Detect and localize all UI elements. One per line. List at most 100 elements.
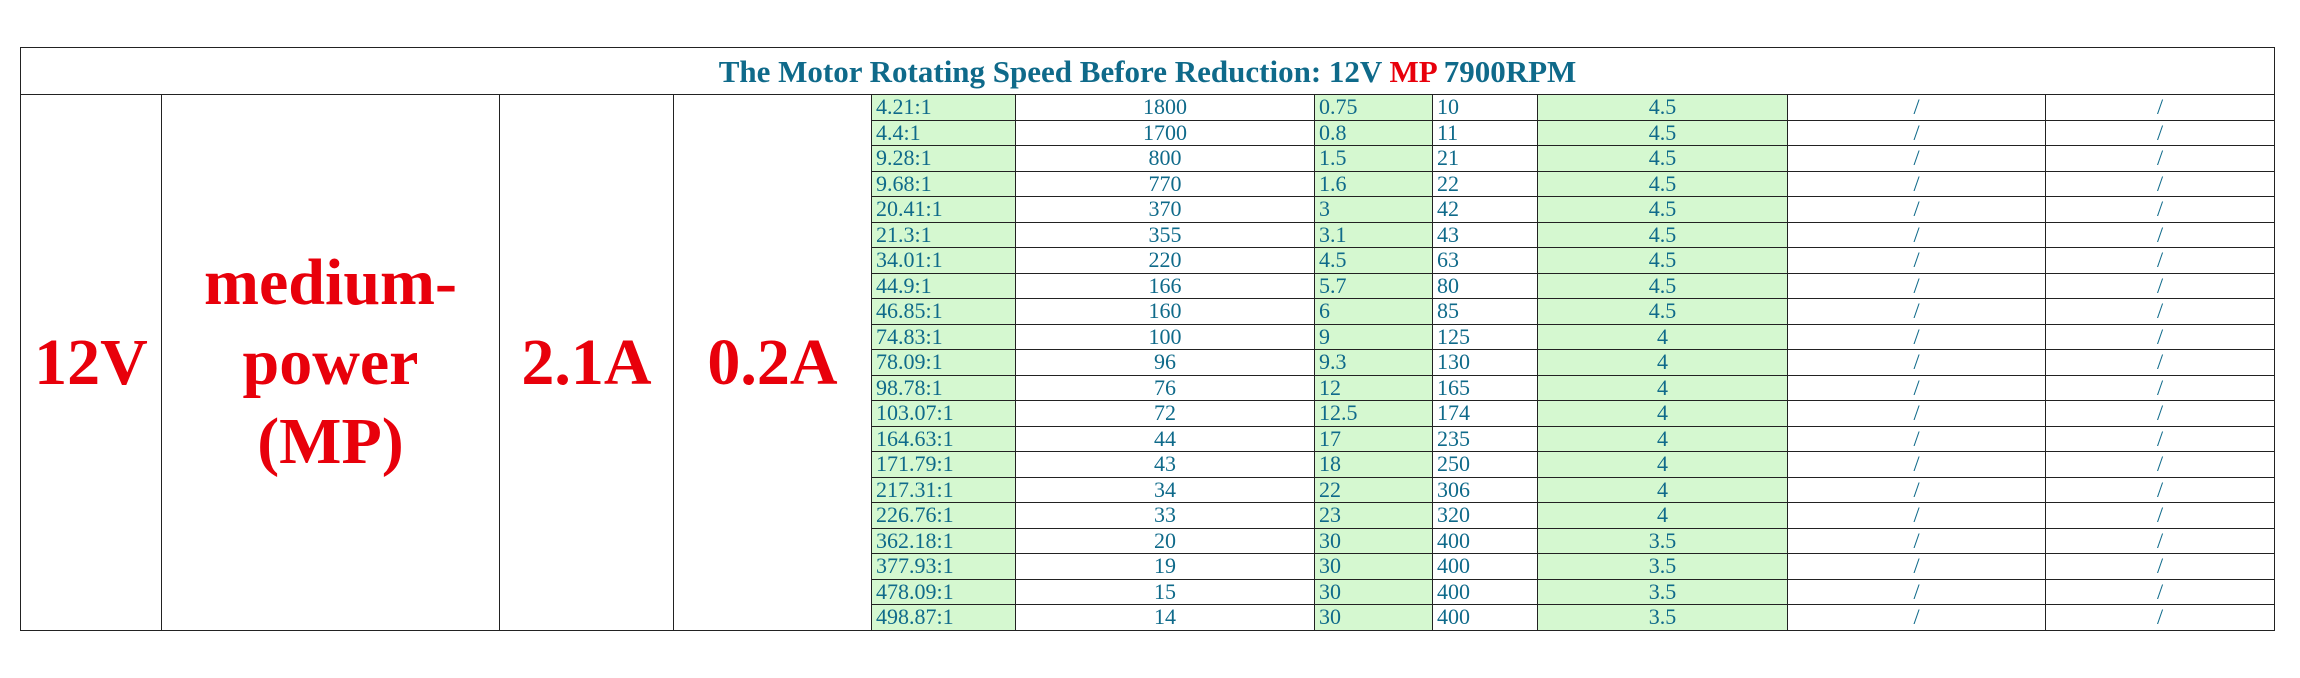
cell: 20.41:1 bbox=[871, 196, 1016, 223]
cell: 4.4:1 bbox=[871, 119, 1016, 146]
cell: / bbox=[1787, 527, 2046, 554]
cell: 0.75 bbox=[1314, 94, 1433, 121]
cell: 4.5 bbox=[1314, 247, 1433, 274]
cell: 4 bbox=[1537, 502, 1788, 529]
cell: 3.5 bbox=[1537, 578, 1788, 605]
cell: / bbox=[1787, 94, 2046, 121]
cell: / bbox=[2044, 527, 2276, 554]
cell: 217.31:1 bbox=[871, 476, 1016, 503]
cell: 4.5 bbox=[1537, 119, 1788, 146]
cell: 3 bbox=[1314, 196, 1433, 223]
cell: 44.9:1 bbox=[871, 272, 1016, 299]
data-row: 74.83:1 100 9 125 4// bbox=[21, 323, 2276, 350]
cell: / bbox=[2044, 323, 2276, 350]
cell: 10 bbox=[1432, 94, 1538, 121]
cell: 12 bbox=[1314, 374, 1433, 401]
cell: 43 bbox=[1015, 451, 1315, 478]
cell: 34 bbox=[1015, 476, 1315, 503]
cell: 166 bbox=[1015, 272, 1315, 299]
cell: / bbox=[1787, 476, 2046, 503]
cell: / bbox=[2044, 119, 2276, 146]
cell: 478.09:1 bbox=[871, 578, 1016, 605]
cell: / bbox=[1787, 145, 2046, 172]
cell: / bbox=[1787, 323, 2046, 350]
cell: 98.78:1 bbox=[871, 374, 1016, 401]
cell: / bbox=[2044, 349, 2276, 376]
data-row: 498.87:1 14 30 400 3.5// bbox=[21, 604, 2276, 631]
cell: 43 bbox=[1432, 221, 1538, 248]
data-row: 9.28:1 800 1.5 21 4.5// bbox=[21, 145, 2276, 172]
data-row: 226.76:1 33 23 320 4// bbox=[21, 502, 2276, 529]
cell: 96 bbox=[1015, 349, 1315, 376]
cell: 4.5 bbox=[1537, 145, 1788, 172]
cell: 11 bbox=[1432, 119, 1538, 146]
cell: 400 bbox=[1432, 604, 1538, 631]
cell: 72 bbox=[1015, 400, 1315, 427]
spec-table: The Motor Rotating Speed Before Reductio… bbox=[19, 47, 2276, 631]
cell: 9 bbox=[1314, 323, 1433, 350]
cell: 34.01:1 bbox=[871, 247, 1016, 274]
cell: 63 bbox=[1432, 247, 1538, 274]
cell: 76 bbox=[1015, 374, 1315, 401]
cell: 18 bbox=[1314, 451, 1433, 478]
cell: 0.8 bbox=[1314, 119, 1433, 146]
cell: 30 bbox=[1314, 553, 1433, 580]
cell: / bbox=[1787, 553, 2046, 580]
cell: 74.83:1 bbox=[871, 323, 1016, 350]
cell: 164.63:1 bbox=[871, 425, 1016, 452]
cell: 1.6 bbox=[1314, 170, 1433, 197]
cell: 4 bbox=[1537, 425, 1788, 452]
cell: / bbox=[1787, 451, 2046, 478]
cell: 33 bbox=[1015, 502, 1315, 529]
data-row: 103.07:1 72 12.5 174 4// bbox=[21, 400, 2276, 427]
cell: 220 bbox=[1015, 247, 1315, 274]
cell: 21.3:1 bbox=[871, 221, 1016, 248]
cell: 9.68:1 bbox=[871, 170, 1016, 197]
data-row: 46.85:1 160 6 85 4.5// bbox=[21, 298, 2276, 325]
data-row: 377.93:1 19 30 400 3.5// bbox=[21, 553, 2276, 580]
cell: 160 bbox=[1015, 298, 1315, 325]
cell: 400 bbox=[1432, 553, 1538, 580]
cell: 85 bbox=[1432, 298, 1538, 325]
title-prefix: The Motor Rotating Speed Before Reductio… bbox=[718, 53, 1390, 89]
cell: / bbox=[1787, 272, 2046, 299]
cell: 320 bbox=[1432, 502, 1538, 529]
spec-cell: 2.1A bbox=[499, 94, 674, 631]
cell: / bbox=[1787, 221, 2046, 248]
spec-cell: 12V bbox=[20, 94, 162, 631]
cell: 1700 bbox=[1015, 119, 1315, 146]
cell: / bbox=[2044, 247, 2276, 274]
cell: 3.1 bbox=[1314, 221, 1433, 248]
cell: / bbox=[2044, 374, 2276, 401]
cell: 400 bbox=[1432, 578, 1538, 605]
cell: 174 bbox=[1432, 400, 1538, 427]
data-row: 12V medium-power (MP) 2.1A 0.2A 4.21:1 1800 0.… bbox=[20, 94, 2276, 631]
cell: / bbox=[1787, 196, 2046, 223]
cell: / bbox=[1787, 170, 2046, 197]
cell: 800 bbox=[1015, 145, 1315, 172]
spec-cell: medium-power (MP) bbox=[161, 94, 500, 631]
cell: / bbox=[1787, 298, 2046, 325]
cell: 100 bbox=[1015, 323, 1315, 350]
title-highlight: MP bbox=[1389, 53, 1436, 89]
cell: / bbox=[1787, 425, 2046, 452]
cell: 30 bbox=[1314, 578, 1433, 605]
cell: / bbox=[2044, 298, 2276, 325]
cell: 46.85:1 bbox=[871, 298, 1016, 325]
cell: 12.5 bbox=[1314, 400, 1433, 427]
cell: 4 bbox=[1537, 451, 1788, 478]
cell: 165 bbox=[1432, 374, 1538, 401]
cell: 6 bbox=[1314, 298, 1433, 325]
cell: 42 bbox=[1432, 196, 1538, 223]
cell: 4 bbox=[1537, 349, 1788, 376]
cell: 17 bbox=[1314, 425, 1433, 452]
cell: / bbox=[1787, 374, 2046, 401]
cell: 22 bbox=[1314, 476, 1433, 503]
cell: 23 bbox=[1314, 502, 1433, 529]
cell: 5.7 bbox=[1314, 272, 1433, 299]
cell: / bbox=[2044, 604, 2276, 631]
cell: / bbox=[1787, 119, 2046, 146]
cell: 4 bbox=[1537, 323, 1788, 350]
cell: 370 bbox=[1015, 196, 1315, 223]
cell: 130 bbox=[1432, 349, 1538, 376]
